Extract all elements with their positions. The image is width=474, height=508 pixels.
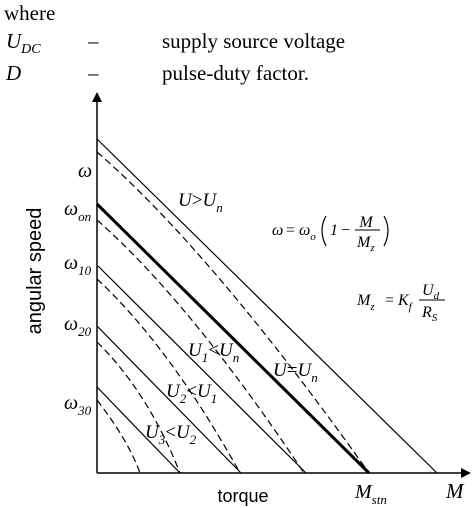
speed-formula: ω = ωo 1 − M Mz (272, 214, 389, 254)
svg-text:−: − (341, 222, 350, 239)
label-u3: U3<U2 (145, 422, 197, 447)
svg-text:ω: ω (272, 222, 283, 239)
y-tick-omega-30: ω30 (64, 392, 92, 418)
definition-description: pulse-duty factor. (162, 61, 309, 85)
dashed-characteristic-nominal (96, 219, 305, 474)
characteristic-u1 (96, 264, 307, 474)
symbol-d: D (6, 61, 22, 85)
dashed-characteristic-above (96, 151, 370, 474)
x-axis-label: torque (217, 486, 268, 506)
svg-text:Mz: Mz (356, 292, 375, 313)
label-u1: U1<Un (188, 340, 239, 365)
dashed-characteristic-u1 (96, 278, 241, 474)
svg-text:Ud: Ud (422, 282, 440, 302)
where-label: where (4, 1, 56, 25)
label-u2: U2<U1 (166, 381, 217, 406)
y-axis-label: angular speed (24, 208, 46, 335)
svg-text:1: 1 (330, 222, 338, 239)
definition-dash: – (88, 61, 99, 85)
characteristic-u-nominal (95, 202, 371, 475)
characteristic-u2 (96, 325, 242, 474)
svg-text:Mz: Mz (356, 234, 375, 254)
y-tick-omega: ω (78, 160, 92, 182)
speed-torque-diagram: ω ωon ω10 ω20 ω30 angular speed torque M… (24, 92, 471, 507)
svg-text:=: = (385, 292, 394, 309)
torque-formula: Mz = Kf Ud RS (356, 282, 445, 324)
svg-text:ωo: ωo (299, 222, 316, 243)
y-tick-omega-on: ωon (64, 198, 91, 224)
svg-text:M: M (358, 214, 374, 231)
dashed-characteristic-u3 (96, 399, 141, 474)
label-u-above-nominal: U>Un (178, 190, 223, 215)
label-u-nominal: U=Un (273, 360, 318, 385)
svg-text:Kf: Kf (397, 292, 414, 313)
dashed-characteristic-u2 (96, 341, 181, 474)
characteristic-u3 (96, 386, 181, 474)
x-axis-symbol: M (445, 479, 465, 503)
definition-dash: – (88, 29, 99, 53)
definitions-block: where UDC – supply source voltage D – pu… (0, 0, 474, 92)
svg-text:=: = (286, 222, 295, 239)
y-tick-omega-10: ω10 (64, 252, 92, 278)
symbol-udc: UDC (6, 29, 41, 58)
stall-torque-label: Mstn (354, 481, 387, 507)
definition-description: supply source voltage (162, 29, 346, 53)
svg-text:RS: RS (421, 304, 438, 324)
y-tick-omega-20: ω20 (64, 313, 92, 339)
characteristic-u-above-nominal (96, 138, 438, 474)
